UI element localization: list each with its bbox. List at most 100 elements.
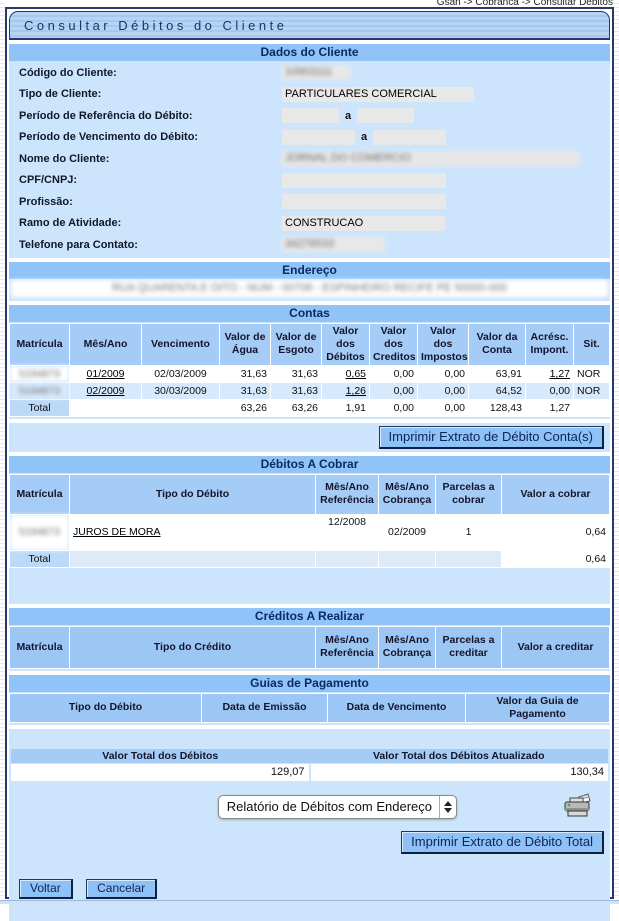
telefone-contato-field[interactable]: 34276533 [282,237,385,253]
voltar-button[interactable]: Voltar [19,879,73,900]
contas-print-row: Imprimir Extrato de Débito Conta(s) [9,422,610,452]
creditos-header-row: Matrícula Tipo do Crédito Mês/Ano Referê… [9,625,610,669]
chevron-up-icon [444,800,452,806]
col-valor-guia: Valor da Guia de Pagamento [465,692,610,724]
section-creditos-a-realizar: Créditos A Realizar Matrícula Tipo do Cr… [9,607,610,671]
relatorio-select-value: Relatório de Débitos com Endereço [226,799,432,815]
vencimento-cell: 02/03/2009 [141,364,220,383]
section-contas: Contas Matrícula Mês/Ano Vencimento Valo… [9,304,610,419]
contas-header-row: Matrícula Mês/Ano Vencimento Valor de Ág… [9,322,610,366]
contas-table: Matrícula Mês/Ano Vencimento Valor de Ág… [9,322,610,417]
valor-total-debitos-label: Valor Total dos Débitos [102,750,219,763]
nome-cliente-field[interactable]: JORNAL DO COMERCIO [282,151,579,167]
report-row: Relatório de Débitos com Endereço [9,789,610,824]
guias-table: Tipo do Débito Data de Emissão Data de V… [9,692,610,724]
valor-total-atualizado-label: Valor Total dos Débitos Atualizado [372,750,545,763]
col-matricula: Matrícula [9,473,70,515]
col-acresc-impont: Acrésc. Impont. [525,322,574,366]
total-creditos: 0,00 [369,398,418,417]
guias-header-row: Tipo do Débito Data de Emissão Data de V… [9,692,610,724]
total-debitos: 1,91 [321,398,370,417]
section-guias-de-pagamento: Guias de Pagamento Tipo do Débito Data d… [9,674,610,726]
range-separator: a [345,109,352,122]
window-edge-left [0,0,5,899]
col-valor-esgoto: Valor de Esgoto [270,322,322,366]
ramo-atividade-field[interactable]: CONSTRUCAO [282,215,445,231]
imprimir-extrato-contas-button[interactable]: Imprimir Extrato de Débito Conta(s) [378,425,604,449]
total-conta: 128,43 [468,398,526,417]
page-title-bar: Consultar Débitos do Cliente [9,11,610,40]
periodo-vencimento-inicio-field[interactable] [282,129,355,145]
col-valor-creditos: Valor dos Creditos [369,322,418,366]
action-buttons: Voltar Cancelar [9,879,610,900]
tipo-debito-link[interactable]: JUROS DE MORA [73,526,161,539]
matricula-cell: 5194873 [9,381,70,400]
relatorio-select[interactable]: Relatório de Débitos com Endereço [217,794,457,819]
main-panel: Consultar Débitos do Cliente Dados do Cl… [5,7,614,921]
total-acresc: 1,27 [525,398,574,417]
periodo-referencia-inicio-field[interactable] [282,108,339,124]
section-title-creditos: Créditos A Realizar [9,607,610,625]
section-title-debitos: Débitos A Cobrar [9,455,610,473]
mes-ano-ref-cell: 12/2008 [315,513,379,551]
imprimir-extrato-total-button[interactable]: Imprimir Extrato de Débito Total [401,831,604,855]
field-label: Nome do Cliente: [19,152,110,165]
valor-conta-cell: 63,91 [468,364,526,383]
total-label: Total [9,549,70,568]
col-mes-ano-cobranca: Mês/Ano Cobrança [378,625,436,669]
col-parcelas-a-cobrar: Parcelas a cobrar [435,473,502,515]
col-valor-conta: Valor da Conta [468,322,526,366]
valor-impostos-cell: 0,00 [417,381,469,400]
valor-debitos-link[interactable]: 1,26 [345,384,366,397]
debitos-table: Matrícula Tipo do Débito Mês/Ano Referên… [9,473,610,568]
field-label: Período de Referência do Débito: [19,109,193,122]
valor-esgoto-cell: 31,63 [270,364,322,383]
col-valor-impostos: Valor dos Impostos [417,322,469,366]
printer-icon[interactable] [562,789,594,824]
section-title-dados: Dados do Cliente [9,44,610,61]
vencimento-cell: 30/03/2009 [141,381,220,400]
field-label: Profissão: [19,195,73,208]
cancelar-button[interactable]: Cancelar [86,879,158,900]
contas-row: 5194873 01/2009 02/03/2009 31,63 31,63 0… [9,364,610,383]
valor-agua-cell: 31,63 [219,381,271,400]
mes-ano-cob-cell: 02/2009 [378,513,436,551]
range-separator: a [361,131,368,144]
col-mes-ano-referencia: Mês/Ano Referência [315,473,379,515]
profissao-field[interactable] [282,194,446,210]
periodo-vencimento-fim-field[interactable] [373,129,447,145]
codigo-cliente-field[interactable]: 10903111 [282,65,350,81]
select-spinner-icon[interactable] [439,795,456,818]
section-endereco: Endereço RUA QUARENTA E OITO - NUM - 007… [9,261,610,301]
col-tipo-debito: Tipo do Débito [9,692,202,724]
section-totais: Valor Total dos Débitos Valor Total dos … [9,729,610,921]
col-valor-agua: Valor de Água [219,322,271,366]
col-matricula: Matrícula [9,625,70,669]
section-title-guias: Guias de Pagamento [9,674,610,692]
field-row-tipo: Tipo de Cliente: PARTICULARES COMERCIAL [9,84,610,106]
mes-ano-link[interactable]: 01/2009 [86,367,125,380]
window-edge-right [614,0,619,899]
valor-impostos-cell: 0,00 [417,364,469,383]
creditos-table: Matrícula Tipo do Crédito Mês/Ano Referê… [9,625,610,669]
periodo-referencia-fim-field[interactable] [357,108,415,124]
cpf-cnpj-field[interactable] [282,172,446,188]
breadcrumb: Gsan -> Cobranca -> Consultar Debitos [413,0,613,5]
field-label: CPF/CNPJ: [19,174,78,187]
col-valor-a-cobrar: Valor a cobrar [501,473,610,515]
field-row-periodo-vencimento: Período de Vencimento do Débito: a [9,127,610,149]
field-label: Ramo de Atividade: [19,217,122,230]
field-label: Código do Cliente: [19,66,117,79]
section-debitos-a-cobrar: Débitos A Cobrar Matrícula Tipo do Débit… [9,455,610,604]
field-row-nome: Nome do Cliente: JORNAL DO COMERCIO [9,148,610,170]
mes-ano-link[interactable]: 02/2009 [86,384,125,397]
contas-row: 5194873 02/2009 30/03/2009 31,63 31,63 1… [9,381,610,400]
acresc-impont-link[interactable]: 1,27 [549,367,570,380]
total-valor-cobrar: 0,64 [501,549,610,568]
col-valor-a-creditar: Valor a creditar [501,625,610,669]
page-title: Consultar Débitos do Cliente [24,17,288,33]
col-valor-debitos: Valor dos Débitos [321,322,370,366]
tipo-cliente-field[interactable]: PARTICULARES COMERCIAL [282,86,474,102]
total-print-row: Imprimir Extrato de Débito Total [9,828,610,858]
valor-debitos-link[interactable]: 0,65 [345,367,366,380]
